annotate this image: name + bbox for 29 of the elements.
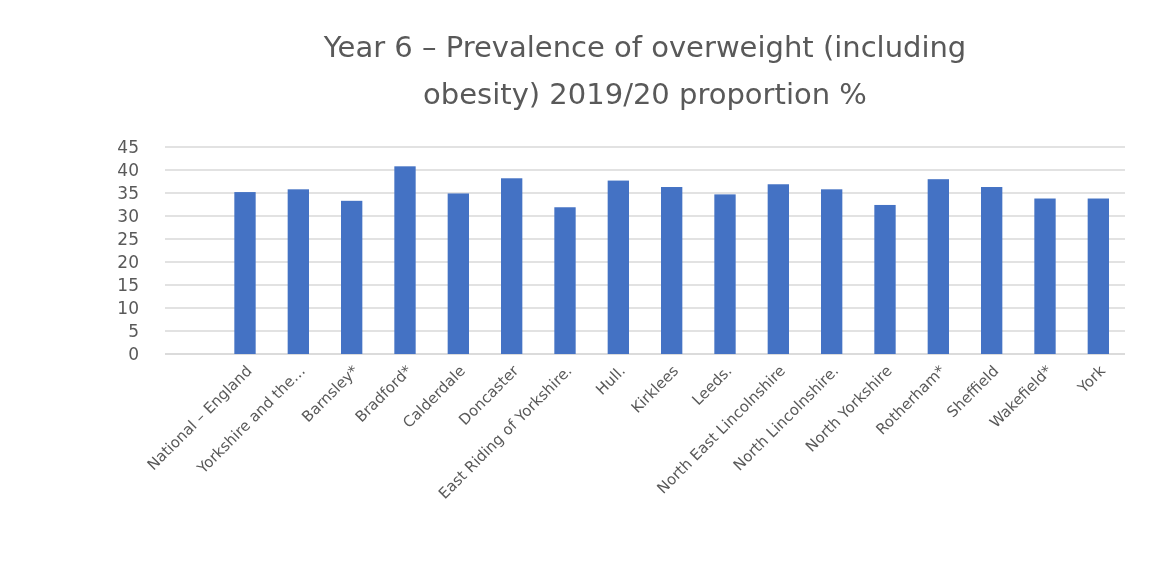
bar [447, 193, 469, 354]
y-tick-label: 45 [117, 136, 139, 157]
bar [554, 207, 576, 354]
bar [927, 179, 949, 354]
bar [714, 194, 736, 354]
bar [234, 192, 256, 354]
x-tick-label: York [1073, 361, 1110, 398]
bar [341, 200, 363, 354]
chart-title: Year 6 – Prevalence of overweight (including obesity) 2019/20 proportion % [322, 30, 967, 111]
y-tick-label: 10 [117, 297, 139, 318]
bar [394, 166, 416, 354]
y-tick-label: 15 [117, 274, 139, 295]
bar [821, 189, 843, 354]
y-tick-label: 20 [117, 251, 139, 272]
bar [767, 184, 789, 354]
bar [501, 178, 523, 354]
bar [874, 204, 896, 354]
y-tick-label: 0 [128, 343, 139, 364]
bar [1034, 198, 1056, 354]
y-tick-label: 5 [128, 320, 139, 341]
bar [661, 187, 683, 354]
bar [981, 187, 1003, 354]
bar [1087, 198, 1109, 354]
y-tick-label: 35 [117, 182, 139, 203]
y-tick-label: 30 [117, 205, 139, 226]
y-tick-label: 40 [117, 159, 139, 180]
y-tick-label: 25 [117, 228, 139, 249]
bar [287, 189, 309, 354]
bar [607, 180, 629, 354]
